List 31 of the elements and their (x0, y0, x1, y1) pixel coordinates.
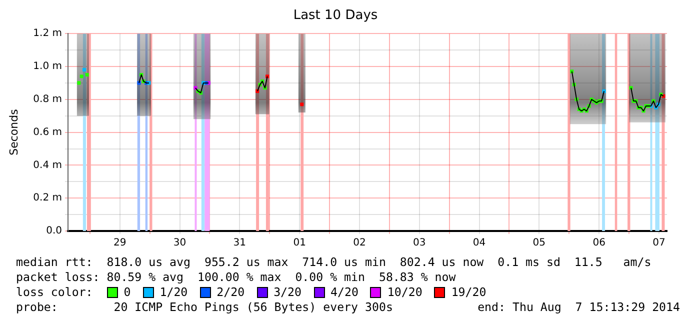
y-axis-title: Seconds (7, 108, 20, 156)
legend-label: 0 (124, 285, 131, 300)
y-tick-label: 0.4 m (33, 160, 62, 171)
y-tick-label: 1.2 m (33, 28, 62, 40)
x-tick-label: 05 (532, 238, 546, 249)
y-tick-label: 0.2 m (33, 192, 62, 204)
x-tick-label: 03 (413, 238, 426, 249)
x-tick-label: 30 (173, 238, 186, 249)
legend-label: 10/20 (387, 285, 422, 300)
text: median rtt: 818.0 us avg 955.2 us max 714.0 us min 802.4 us now 0.1 ms sd 11.5 am/s (16, 255, 652, 270)
x-tick-label: 29 (114, 238, 126, 249)
y-tick-label: 0.6 m (33, 126, 62, 138)
text: packet loss: 80.59 % avg 100.00 % max 0.00 % min 58.83 % now (16, 270, 457, 285)
y-tick-label: 0.8 m (33, 94, 62, 105)
legend-label: 1/20 (160, 285, 188, 300)
text: probe: 20 ICMP Echo Pings (56 Bytes) every 300s (16, 300, 393, 315)
x-tick-label: 01 (293, 238, 306, 249)
chart-title: Last 10 Days (293, 8, 378, 24)
x-tick-label: 07 (652, 238, 666, 249)
y-tick-label: 1.0 m (33, 61, 62, 72)
x-tick-label: 06 (592, 238, 606, 249)
legend-label: 4/20 (330, 285, 358, 300)
legend-label: 2/20 (216, 285, 245, 300)
x-tick-label: 31 (233, 238, 246, 249)
legend-title: loss color: (16, 285, 93, 300)
x-tick-label: 02 (353, 238, 366, 249)
y-tick-label: 0.0 (46, 226, 62, 237)
x-tick-label: 04 (472, 238, 486, 249)
legend-label: 3/20 (274, 285, 302, 300)
legend-label: 19/20 (451, 285, 486, 300)
text: end: Thu Aug 7 15:13:29 2014 (478, 300, 680, 315)
